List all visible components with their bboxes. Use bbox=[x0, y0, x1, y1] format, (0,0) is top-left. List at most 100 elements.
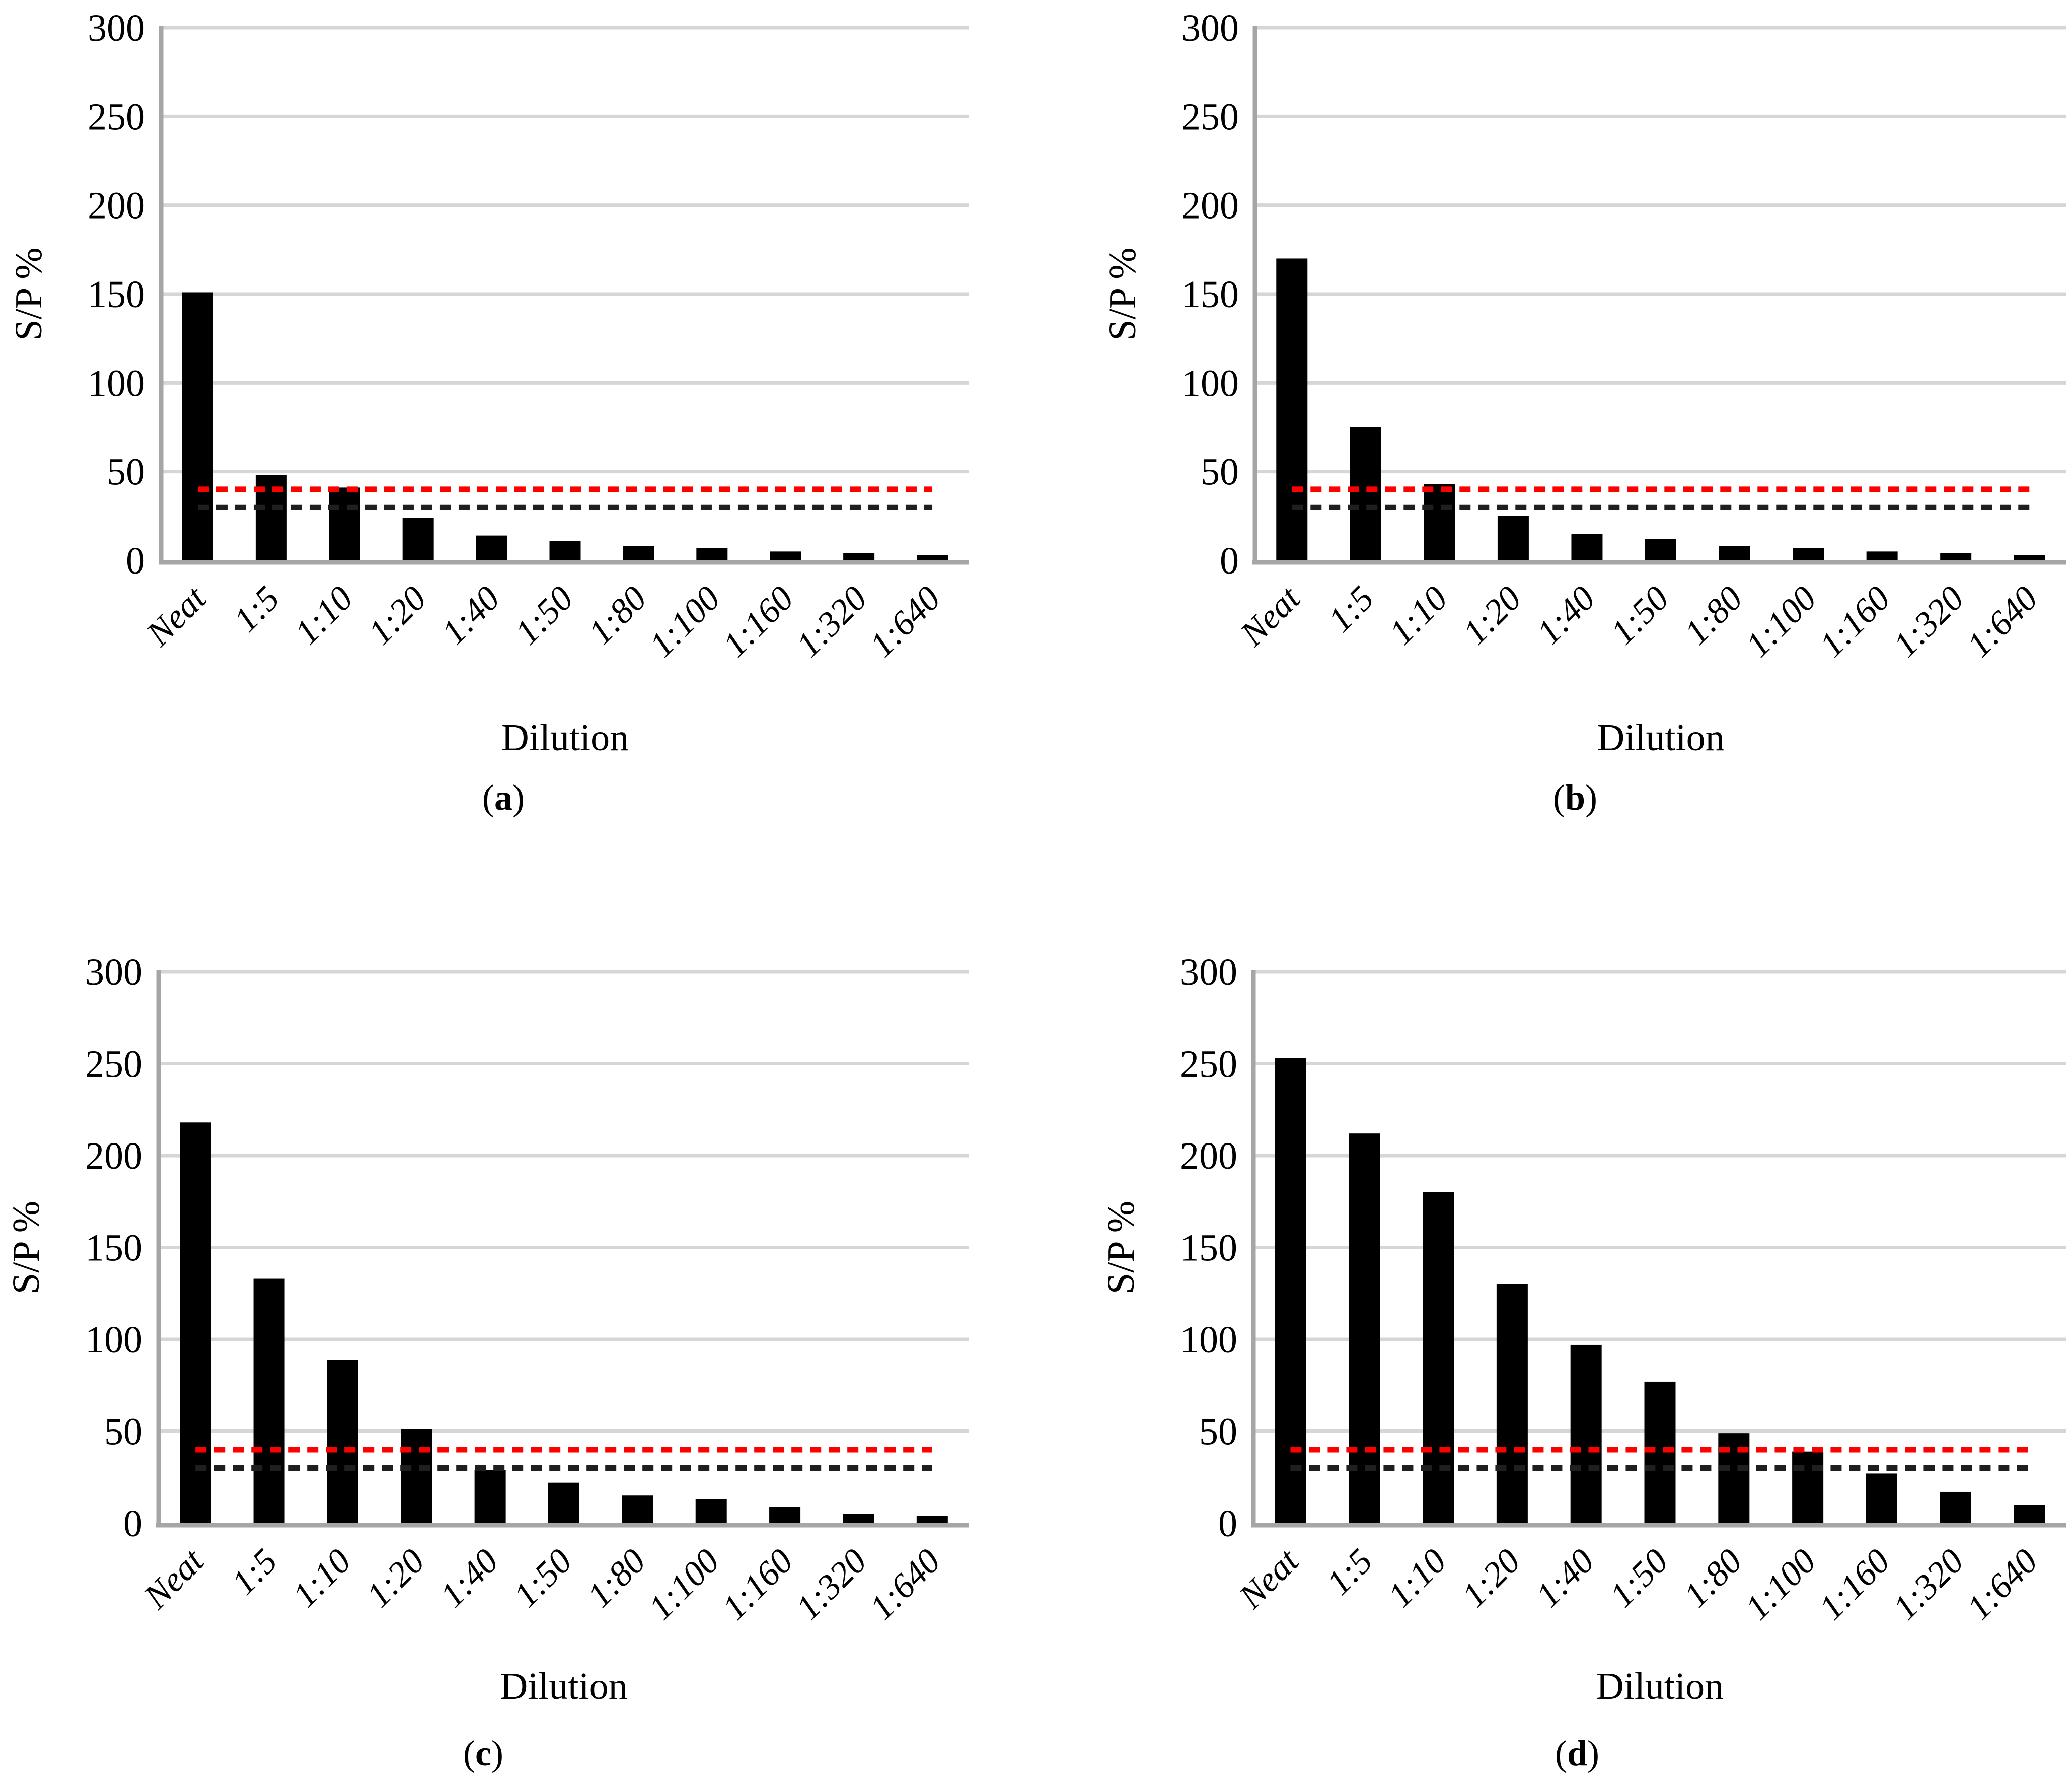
y-tick-label: 250 bbox=[88, 96, 145, 138]
bar-chart-a: 0 50 100 150 200 250 300 Neat 1:5 1:10 1:20 1:40 1:5… bbox=[8, 7, 969, 759]
x-tick-label: 1:320 bbox=[789, 579, 875, 665]
y-tick-label: 200 bbox=[1181, 185, 1239, 227]
bar-1:5 bbox=[1349, 1133, 1380, 1523]
x-tick-label: 1:160 bbox=[1812, 579, 1898, 665]
bar-1:20 bbox=[1497, 516, 1529, 560]
x-tick-label: 1:10 bbox=[287, 579, 360, 652]
y-tick-label: 300 bbox=[85, 951, 142, 993]
bar-1:10 bbox=[1423, 1192, 1454, 1523]
x-tick-label: 1:80 bbox=[1677, 579, 1750, 652]
caption-close-paren: ) bbox=[491, 1733, 503, 1773]
y-tick-label: 250 bbox=[1181, 96, 1239, 138]
bar-1:20 bbox=[402, 518, 434, 560]
panel-a: 0 50 100 150 200 250 300 Neat 1:5 1:10 1:20 1:40 1:5… bbox=[0, 0, 1036, 893]
bar-1:20 bbox=[1496, 1284, 1528, 1523]
bar-1:40 bbox=[1570, 1344, 1602, 1523]
x-tick-label: 1:640 bbox=[1960, 579, 2045, 665]
bar-1:320 bbox=[1940, 1491, 1971, 1523]
bar-1:10 bbox=[1424, 484, 1455, 560]
x-tick-label: 1:10 bbox=[1382, 579, 1455, 652]
x-tick-label: 1:100 bbox=[1738, 579, 1824, 665]
caption-close-paren: ) bbox=[512, 777, 525, 818]
bar-1:80 bbox=[1718, 1433, 1750, 1523]
x-tick-label: Neat bbox=[139, 579, 214, 654]
x-tick-label: 1:50 bbox=[1603, 1542, 1676, 1615]
bar-1:100 bbox=[1793, 548, 1824, 560]
bar-1:320 bbox=[843, 1514, 874, 1523]
panel-caption-c: (c) bbox=[420, 1735, 546, 1771]
y-tick-label: 200 bbox=[88, 185, 145, 227]
bar-1:160 bbox=[769, 1507, 801, 1523]
y-tick-label: 200 bbox=[1180, 1135, 1237, 1177]
x-tick-label: 1:40 bbox=[1530, 579, 1603, 652]
bar-1:10 bbox=[329, 487, 360, 560]
x-tick-label: 1:20 bbox=[1455, 1542, 1528, 1615]
bar-Neat bbox=[1276, 258, 1308, 560]
bar-1:50 bbox=[548, 1482, 579, 1523]
y-axis-title: S/P % bbox=[8, 247, 50, 340]
x-tick-label: 1:20 bbox=[361, 579, 434, 652]
bar-1:100 bbox=[696, 548, 728, 560]
bar-1:20 bbox=[401, 1429, 432, 1523]
caption-letter: b bbox=[1565, 777, 1586, 818]
x-tick-label: 1:5 bbox=[224, 1542, 284, 1602]
bar-Neat bbox=[182, 292, 213, 560]
x-tick-label: 1:20 bbox=[359, 1542, 432, 1615]
x-tick-label: 1:5 bbox=[1319, 1542, 1380, 1602]
bar-1:5 bbox=[1350, 427, 1381, 560]
x-tick-label: 1:160 bbox=[1812, 1542, 1897, 1627]
panel-d: 0 50 100 150 200 250 300 Neat 1:5 1:10 1:20 1:40 1:5… bbox=[1036, 893, 2072, 1787]
x-tick-label: 1:100 bbox=[641, 1542, 727, 1627]
y-axis-title: S/P % bbox=[5, 1201, 47, 1294]
bar-chart-d: 0 50 100 150 200 250 300 Neat 1:5 1:10 1:20 1:40 1:5… bbox=[1100, 951, 2066, 1707]
x-tick-label: Neat bbox=[136, 1541, 212, 1617]
y-tick-label: 100 bbox=[85, 1319, 142, 1361]
y-tick-label: 50 bbox=[1199, 1411, 1237, 1453]
y-tick-label: 200 bbox=[85, 1135, 142, 1177]
x-tick-label: 1:320 bbox=[789, 1542, 874, 1627]
bar-1:320 bbox=[1940, 553, 1972, 560]
y-tick-label: 300 bbox=[1181, 7, 1239, 49]
bar-1:80 bbox=[1719, 546, 1750, 560]
x-tick-label: 1:40 bbox=[1529, 1542, 1602, 1615]
caption-open-paren: ( bbox=[463, 1733, 476, 1773]
x-tick-label: 1:320 bbox=[1886, 1542, 1971, 1627]
y-tick-label: 300 bbox=[1180, 951, 1237, 993]
y-axis-title: S/P % bbox=[1101, 247, 1144, 340]
y-tick-label: 100 bbox=[1180, 1319, 1237, 1361]
bar-chart-c: 0 50 100 150 200 250 300 Neat 1:5 1:10 1:20 1:40 1:5… bbox=[5, 951, 969, 1707]
bar-1:640 bbox=[2014, 555, 2045, 560]
bar-chart-b: 0 50 100 150 200 250 300 Neat 1:5 1:10 1:20 1:40 1:5… bbox=[1101, 7, 2066, 759]
x-axis-title: Dilution bbox=[1597, 717, 1724, 759]
y-tick-label: 250 bbox=[1180, 1043, 1237, 1086]
x-tick-label: 1:40 bbox=[433, 1542, 506, 1615]
y-tick-label: 150 bbox=[88, 273, 145, 316]
caption-open-paren: ( bbox=[482, 777, 494, 818]
panel-caption-d: (d) bbox=[1514, 1735, 1640, 1771]
x-tick-label: Neat bbox=[1231, 1541, 1307, 1617]
x-tick-label: 1:50 bbox=[506, 1542, 579, 1615]
panel-caption-a: (a) bbox=[440, 779, 566, 816]
y-tick-label: 50 bbox=[1201, 451, 1239, 493]
bar-1:80 bbox=[622, 1495, 653, 1523]
y-tick-label: 0 bbox=[1218, 1503, 1237, 1545]
x-tick-label: 1:40 bbox=[434, 579, 507, 652]
x-tick-label: 1:640 bbox=[862, 579, 948, 665]
x-tick-label: 1:50 bbox=[1603, 579, 1676, 652]
panel-b: 0 50 100 150 200 250 300 Neat 1:5 1:10 1:20 1:40 1:5… bbox=[1036, 0, 2072, 893]
x-tick-label: 1:80 bbox=[580, 1542, 653, 1615]
y-tick-label: 100 bbox=[88, 362, 145, 404]
bar-1:640 bbox=[916, 1516, 948, 1523]
caption-letter: a bbox=[494, 777, 512, 818]
x-tick-label: 1:5 bbox=[227, 579, 287, 639]
bar-Neat bbox=[1275, 1058, 1306, 1523]
bar-1:40 bbox=[476, 535, 507, 560]
bar-1:40 bbox=[474, 1470, 506, 1523]
x-axis-title: Dilution bbox=[500, 1665, 627, 1707]
y-tick-label: 250 bbox=[85, 1043, 142, 1086]
x-tick-label: 1:20 bbox=[1456, 579, 1529, 652]
bar-1:100 bbox=[695, 1499, 727, 1523]
x-tick-label: 1:100 bbox=[642, 579, 728, 665]
x-tick-label: 1:80 bbox=[581, 579, 654, 652]
